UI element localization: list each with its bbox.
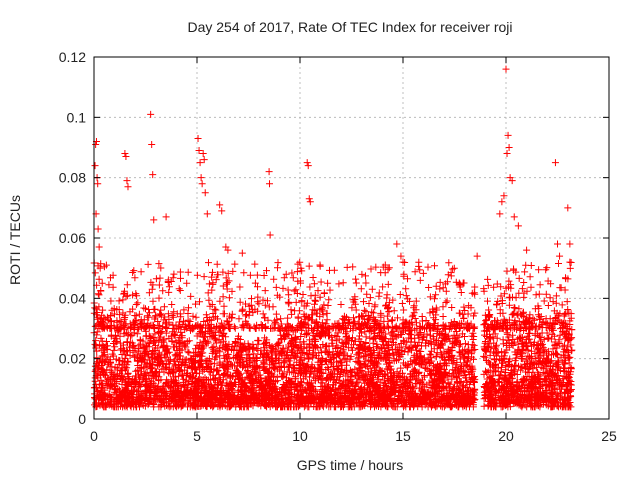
roti-point: [150, 216, 158, 224]
roti-point: [508, 177, 516, 185]
roti-point: [196, 159, 204, 167]
y-tick-label: 0.08: [59, 170, 86, 186]
x-axis-label: GPS time / hours: [297, 457, 404, 473]
axis-ticks: 0 5 10 15 20 25 0 0.02 0.04 0.06 0.08 0.1 0.12: [59, 49, 617, 444]
roti-point: [147, 110, 155, 118]
roti-point: [266, 180, 274, 188]
roti-point: [498, 198, 506, 206]
roti-point: [304, 162, 312, 170]
roti-point: [121, 150, 129, 158]
roti-point: [94, 180, 102, 188]
roti-point: [148, 140, 156, 148]
roti-point: [554, 240, 561, 248]
roti-point: [92, 140, 100, 148]
roti-point: [195, 147, 203, 155]
y-tick-label: 0.1: [67, 109, 87, 125]
roti-point: [224, 246, 232, 254]
roti-point: [503, 150, 511, 158]
y-tick-label: 0.06: [59, 230, 86, 246]
y-tick-label: 0.02: [59, 351, 86, 367]
roti-point: [303, 159, 311, 167]
roti-point: [198, 180, 206, 188]
roti-point: [399, 258, 407, 266]
roti-point: [98, 279, 106, 287]
roti-point: [94, 225, 102, 233]
roti-point: [510, 213, 518, 221]
x-tick-label: 0: [90, 428, 98, 444]
roti-point: [496, 210, 504, 218]
roti-point: [200, 156, 208, 164]
x-tick-label: 10: [292, 428, 308, 444]
data-points: [90, 65, 576, 411]
roti-point: [194, 134, 202, 142]
roti-point: [95, 243, 103, 251]
roti-point: [124, 183, 132, 191]
y-tick-label: 0: [78, 411, 86, 427]
roti-point: [473, 252, 481, 260]
roti-point: [216, 201, 224, 209]
roti-point: [91, 162, 99, 170]
roti-point: [505, 144, 513, 151]
roti-point: [266, 231, 274, 239]
roti-point: [197, 174, 205, 182]
y-axis-label: ROTI / TECUs: [7, 195, 23, 285]
roti-point: [199, 150, 207, 158]
roti-point: [514, 222, 522, 230]
x-tick-label: 25: [601, 428, 617, 444]
roti-point: [201, 189, 209, 197]
roti-point: [504, 131, 512, 139]
x-tick-label: 15: [395, 428, 411, 444]
roti-point: [556, 252, 564, 260]
roti-point-cloud: [90, 258, 576, 411]
x-tick-label: 20: [498, 428, 514, 444]
roti-point: [523, 246, 531, 254]
roti-point: [306, 198, 314, 206]
roti-point: [149, 171, 157, 179]
roti-point: [102, 261, 110, 269]
chart-title: Day 254 of 2017, Rate Of TEC Index for r…: [187, 19, 512, 35]
y-tick-label: 0.12: [59, 49, 86, 65]
roti-point: [551, 159, 559, 167]
roti-point: [96, 264, 104, 272]
roti-point: [265, 168, 273, 176]
roti-point: [502, 65, 510, 73]
roti-point: [566, 240, 574, 248]
roti-point: [500, 192, 508, 200]
x-tick-label: 5: [193, 428, 201, 444]
y-tick-label: 0.04: [59, 290, 86, 306]
roti-point: [183, 279, 191, 287]
roti-point: [162, 213, 170, 221]
roti-point: [122, 153, 130, 161]
roti-point: [305, 195, 313, 203]
roti-point: [123, 177, 131, 185]
roti-point: [564, 204, 572, 212]
roti-point: [203, 210, 211, 218]
roti-point: [397, 252, 405, 260]
roti-point: [238, 249, 246, 257]
roti-point: [218, 207, 226, 215]
roti-point: [393, 240, 401, 248]
roti-point: [566, 258, 574, 266]
